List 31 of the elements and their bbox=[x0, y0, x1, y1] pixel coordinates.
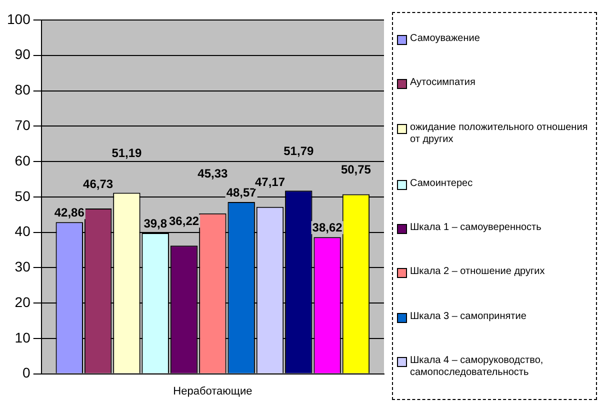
y-tick-label: 90 bbox=[14, 46, 31, 62]
y-tick-label: 10 bbox=[14, 329, 31, 346]
y-tick-label: 100 bbox=[7, 10, 31, 27]
data-label: 42,86 bbox=[54, 205, 85, 220]
data-label: 50,75 bbox=[340, 162, 372, 177]
data-label: 46,73 bbox=[83, 176, 114, 191]
legend-label: Самоуважение bbox=[410, 33, 480, 46]
y-tick-label: 20 bbox=[14, 294, 31, 310]
data-label: 45,33 bbox=[198, 166, 228, 181]
y-tick-label: 70 bbox=[14, 117, 31, 133]
data-label: 47,17 bbox=[254, 175, 286, 190]
data-label: 36,22 bbox=[169, 214, 200, 228]
x-tick-label: Неработающие bbox=[173, 385, 252, 398]
y-tick-label: 60 bbox=[14, 152, 31, 168]
data-label: 38,62 bbox=[312, 220, 343, 234]
legend-label: Шкала 4 – саморуководство, самопоследовательность bbox=[410, 354, 544, 379]
legend-label: Шкала 3 – самопринятие bbox=[410, 310, 526, 323]
y-tick-label: 80 bbox=[14, 82, 31, 98]
legend-label: ожидание положительного отношения от других bbox=[410, 122, 589, 146]
data-label: 51,79 bbox=[284, 144, 314, 158]
y-tick-label: 0 bbox=[22, 364, 31, 381]
data-label: 48,57 bbox=[226, 185, 257, 200]
y-tick-label: 40 bbox=[14, 223, 31, 240]
y-tick-label: 30 bbox=[14, 258, 31, 275]
legend-label: Самоинтерес bbox=[410, 178, 473, 190]
legend-label: Шкала 2 – отношение других bbox=[410, 266, 545, 278]
data-label: 51,19 bbox=[112, 146, 142, 160]
legend-label: Шкала 1 – самоуверенность bbox=[410, 222, 542, 234]
data-label: 39,8 bbox=[144, 216, 168, 230]
y-tick-label: 50 bbox=[14, 188, 31, 204]
legend-label: Аутосимпатия bbox=[410, 77, 476, 90]
